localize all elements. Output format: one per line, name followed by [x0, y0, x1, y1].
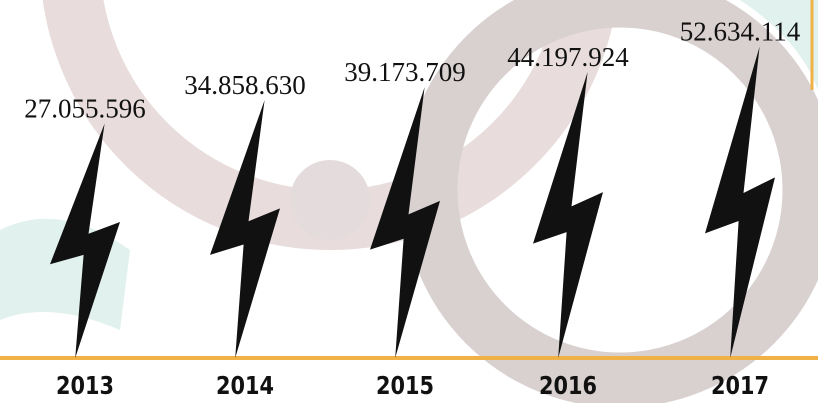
x-tick-label: 2015	[376, 371, 434, 400]
lightning-bar	[210, 100, 280, 358]
lightning-bar	[705, 46, 775, 358]
value-label: 27.055.596	[24, 94, 146, 124]
lightning-bar	[50, 123, 120, 358]
value-label: 52.634.114	[680, 17, 801, 47]
value-label: 39.173.709	[344, 57, 466, 87]
value-label: 34.858.630	[184, 70, 306, 100]
x-tick-label: 2016	[539, 371, 597, 400]
lightning-bar	[370, 87, 440, 359]
x-tick-label: 2013	[56, 371, 114, 400]
lightning-bar	[533, 71, 603, 359]
x-tick-label: 2014	[216, 371, 274, 400]
x-tick-label: 2017	[711, 371, 769, 400]
value-label: 44.197.924	[507, 42, 629, 72]
